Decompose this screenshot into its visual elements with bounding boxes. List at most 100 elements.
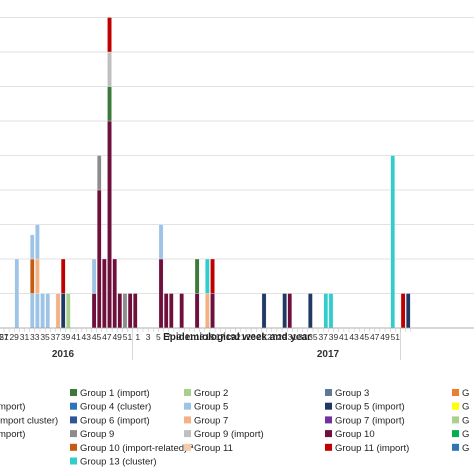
legend-swatch <box>184 443 191 451</box>
legend-swatch <box>325 443 332 451</box>
legend-entry-partial: mport) <box>0 402 25 413</box>
legend-swatch <box>70 430 77 438</box>
x-tick-label: 21 <box>236 332 246 342</box>
bar-segment <box>97 189 102 329</box>
x-tick-label: 5 <box>156 332 161 342</box>
bar-segment <box>55 293 61 329</box>
bar-segment <box>60 258 66 294</box>
x-tick-label: 7 <box>166 332 171 342</box>
bars <box>14 17 411 329</box>
bar-segment <box>127 293 133 329</box>
bar-segment <box>107 86 112 122</box>
legend-entry: Group 10 (import-related) ª <box>80 443 194 454</box>
bar-segment <box>97 155 102 191</box>
bar-segment <box>112 258 117 329</box>
x-tick-label: 47 <box>102 332 112 342</box>
bar-segment <box>400 293 406 329</box>
x-tick-label: 37 <box>51 332 61 342</box>
bar-segment <box>205 258 210 294</box>
bar-segment <box>328 293 334 329</box>
bar-segment <box>179 293 184 329</box>
x-tick-label: 19 <box>226 332 236 342</box>
legend-entry-partial: mport) <box>0 429 25 440</box>
bar-segment <box>35 258 40 294</box>
bar-segment <box>107 17 112 53</box>
bar-segment <box>210 258 215 294</box>
bar-segment <box>390 155 396 329</box>
legend-swatch <box>184 416 191 424</box>
legend-swatch <box>325 402 332 410</box>
bar-segment <box>40 293 45 329</box>
x-tick-label: 23 <box>246 332 256 342</box>
x-axis-title: Epidemiological week and year <box>163 332 311 343</box>
year-label: 2017 <box>317 349 340 360</box>
bar-segment <box>163 293 169 329</box>
gridlines <box>0 17 474 294</box>
x-tick-label: 27 <box>0 332 9 342</box>
legend-entry: Group 5 (import) <box>335 402 405 413</box>
legend-entry-partial: G <box>462 443 469 454</box>
legend-swatch-partial <box>452 402 459 410</box>
bar-segment <box>205 293 210 329</box>
x-tick-label: 1 <box>135 332 140 342</box>
legend-swatch <box>70 402 77 410</box>
legend-swatch <box>70 457 77 465</box>
legend-entry: Group 2 <box>194 388 228 399</box>
x-tick-label: 25 <box>257 332 267 342</box>
bar-segment <box>35 224 40 260</box>
bar-segment <box>194 258 200 294</box>
legend-entry: Group 4 (cluster) <box>80 402 151 413</box>
legend-entry: Group 7 <box>194 415 228 426</box>
x-tick-label: 13 <box>195 332 205 342</box>
x-tick-label: 49 <box>380 332 390 342</box>
bar-segment <box>133 293 138 329</box>
legend-entry: Group 5 <box>194 402 228 413</box>
x-tick-label: 37 <box>318 332 328 342</box>
x-tick-label: 41 <box>71 332 81 342</box>
bar-segment <box>30 293 35 329</box>
x-tick-label: 43 <box>349 332 359 342</box>
legend-swatch-partial <box>452 430 459 438</box>
bar-segment <box>107 51 112 87</box>
x-tick-label: 9 <box>177 332 182 342</box>
x-tick-label: 49 <box>112 332 122 342</box>
bar-segment <box>45 293 50 329</box>
x-tick-label: 17 <box>215 332 225 342</box>
x-tick-label: 11 <box>185 332 194 342</box>
x-tick-label: 31 <box>20 332 30 342</box>
x-axis: 5117192123252729313335373941434547495113… <box>0 327 474 360</box>
legend-swatch-partial <box>452 416 459 424</box>
x-tick-label: 35 <box>40 332 50 342</box>
legend-swatch <box>70 389 77 396</box>
bar-segment <box>14 258 20 329</box>
legend-entry: Group 13 (cluster) <box>80 457 157 468</box>
x-tick-label: 39 <box>329 332 339 342</box>
x-tick-label: 51 <box>0 332 9 342</box>
bar-segment <box>30 234 35 260</box>
x-tick-label: 29 <box>9 332 19 342</box>
x-tick-label: 3 <box>146 332 151 342</box>
x-tick-label: 35 <box>308 332 318 342</box>
bar-segment <box>169 293 174 329</box>
bar-segment <box>102 258 107 329</box>
legend-entry: Group 10 <box>335 429 375 440</box>
x-tick-label: 39 <box>61 332 71 342</box>
bar-segment <box>308 293 313 329</box>
legend-swatch <box>184 430 191 438</box>
bar-segment <box>91 293 97 329</box>
legend-entry: Group 11 <box>194 443 233 454</box>
bar-segment <box>60 293 66 329</box>
legend-swatch-partial <box>452 443 459 451</box>
x-tick-label: 33 <box>30 332 40 342</box>
bar-segment <box>210 293 215 329</box>
legend-entry: Group 9 <box>80 429 114 440</box>
x-tick-label: 45 <box>92 332 102 342</box>
x-tick-label: 43 <box>82 332 92 342</box>
bar-segment <box>107 120 112 329</box>
legend-swatch <box>184 402 191 410</box>
x-tick-label: 45 <box>360 332 370 342</box>
legend-swatch <box>325 416 332 424</box>
legend-swatch <box>325 430 332 438</box>
bar-segment <box>282 293 287 329</box>
legend-swatch <box>70 443 77 451</box>
